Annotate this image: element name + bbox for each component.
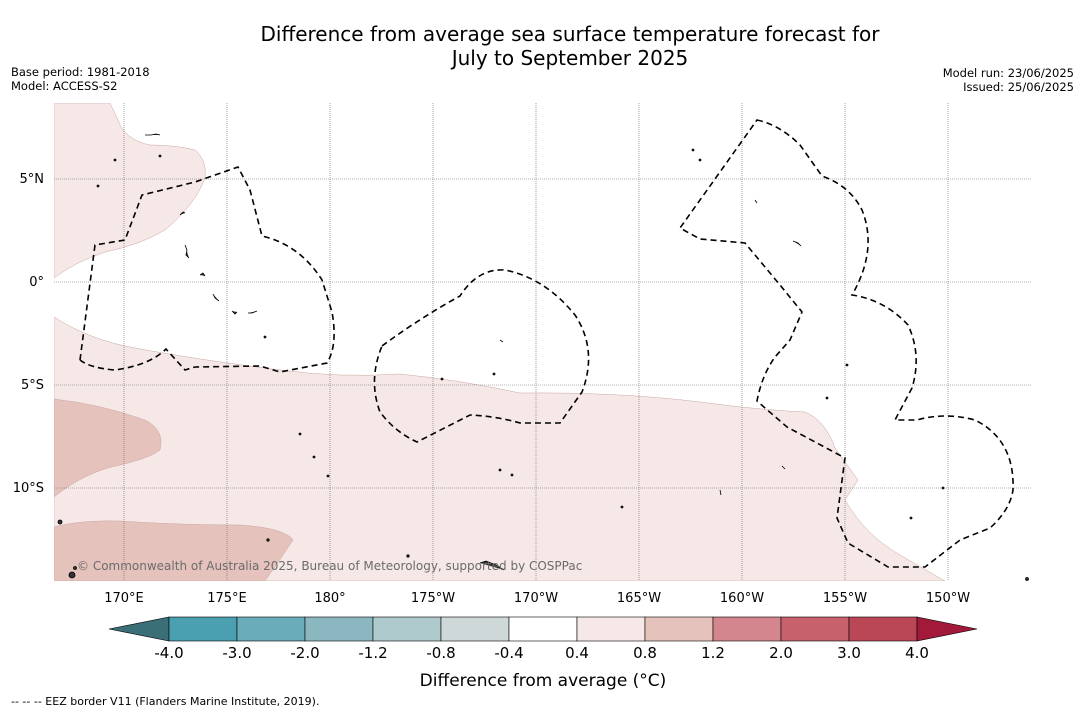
map-area: © Commonwealth of Australia 2025, Bureau… [54,103,1031,581]
eez-legend-text: -- -- -- EEZ border V11 (Flanders Marine… [11,695,320,708]
colorbar-tick-label: -0.4 [494,644,523,662]
colorbar-tick-label: -1.2 [358,644,387,662]
colorbar-bin [712,616,782,642]
meta-left: Base period: 1981-2018 Model: ACCESS-S2 [11,65,150,93]
colorbar-label: Difference from average (°C) [420,671,667,691]
lat-label-5n: 5°N [20,172,45,187]
longitude-gridlines [123,103,949,581]
islands [57,133,1029,581]
colorbar-tick-label: 4.0 [905,644,929,662]
eez-border-kiribati-line [678,119,1014,568]
eez-border-tuvalu-tokelau-west [79,166,335,373]
colorbar-tick-label: -4.0 [154,644,183,662]
lon-label-170e: 170°E [104,591,144,606]
colorbar-extend-low [108,616,170,642]
colorbar-bin [440,616,510,642]
longitude-labels: 170°E 175°E 180° 175°W 170°W 165°W 160°W… [104,591,970,606]
meta-right: Model run: 23/06/2025 Issued: 25/06/2025 [943,66,1074,94]
anomaly-region-west-medium [54,398,162,498]
lon-label-175e: 175°E [207,591,247,606]
model-text: Model: ACCESS-S2 [11,79,118,93]
colorbar-bin [236,616,306,642]
latitude-gridlines [54,178,1031,489]
eez-border-tokelau [373,269,590,443]
lon-label-160w: 160°W [720,591,764,606]
colorbar-bin [780,616,850,642]
map-title: Difference from average sea surface temp… [0,22,1085,70]
lon-label-165w: 165°W [617,591,661,606]
lat-label-0: 0° [29,275,44,290]
colorbar-bin [508,616,578,642]
colorbar-tick-label: 3.0 [837,644,861,662]
colorbar-tick-label: 0.4 [565,644,589,662]
base-period-text: Base period: 1981-2018 [11,65,150,79]
colorbar [108,616,978,642]
anomaly-region-southwest-medium [54,520,294,581]
colorbar-extend-high [916,616,978,642]
model-run-text: Model run: 23/06/2025 [942,66,1074,80]
lon-label-150w: 150°W [926,591,970,606]
colorbar-bin [372,616,442,642]
anomaly-region-north-light [54,103,206,279]
colorbar-bin [576,616,646,642]
colorbar-tick-label: -3.0 [222,644,251,662]
colorbar-bin [304,616,374,642]
lon-label-180: 180° [314,591,345,606]
colorbar-bin [644,616,714,642]
colorbar-bin [168,616,238,642]
colorbar-tick-label: -0.8 [426,644,455,662]
title-line-2: July to September 2025 [451,46,689,70]
colorbar-tick-label: 0.8 [633,644,657,662]
copyright-text: © Commonwealth of Australia 2025, Bureau… [77,559,582,573]
colorbar-tick-label: 1.2 [701,644,725,662]
lat-label-5s: 5°S [21,378,44,393]
issued-text: Issued: 25/06/2025 [963,80,1074,94]
title-line-1: Difference from average sea surface temp… [260,22,880,46]
lat-label-10s: 10°S [13,481,44,496]
lon-label-175w: 175°W [411,591,455,606]
latitude-labels: 5°N 0° 5°S 10°S [13,172,44,496]
anomaly-region-south-light [54,316,946,581]
lon-label-170w: 170°W [514,591,558,606]
colorbar-tick-labels: -4.0 -3.0 -2.0 -1.2 -0.8 -0.4 0.4 0.8 1.2 2.0 3.0 4… [154,644,929,662]
lon-label-155w: 155°W [823,591,867,606]
colorbar-tick-label: 2.0 [769,644,793,662]
eez-borders [79,119,1014,568]
colorbar-bin [848,616,918,642]
colorbar-tick-label: -2.0 [290,644,319,662]
